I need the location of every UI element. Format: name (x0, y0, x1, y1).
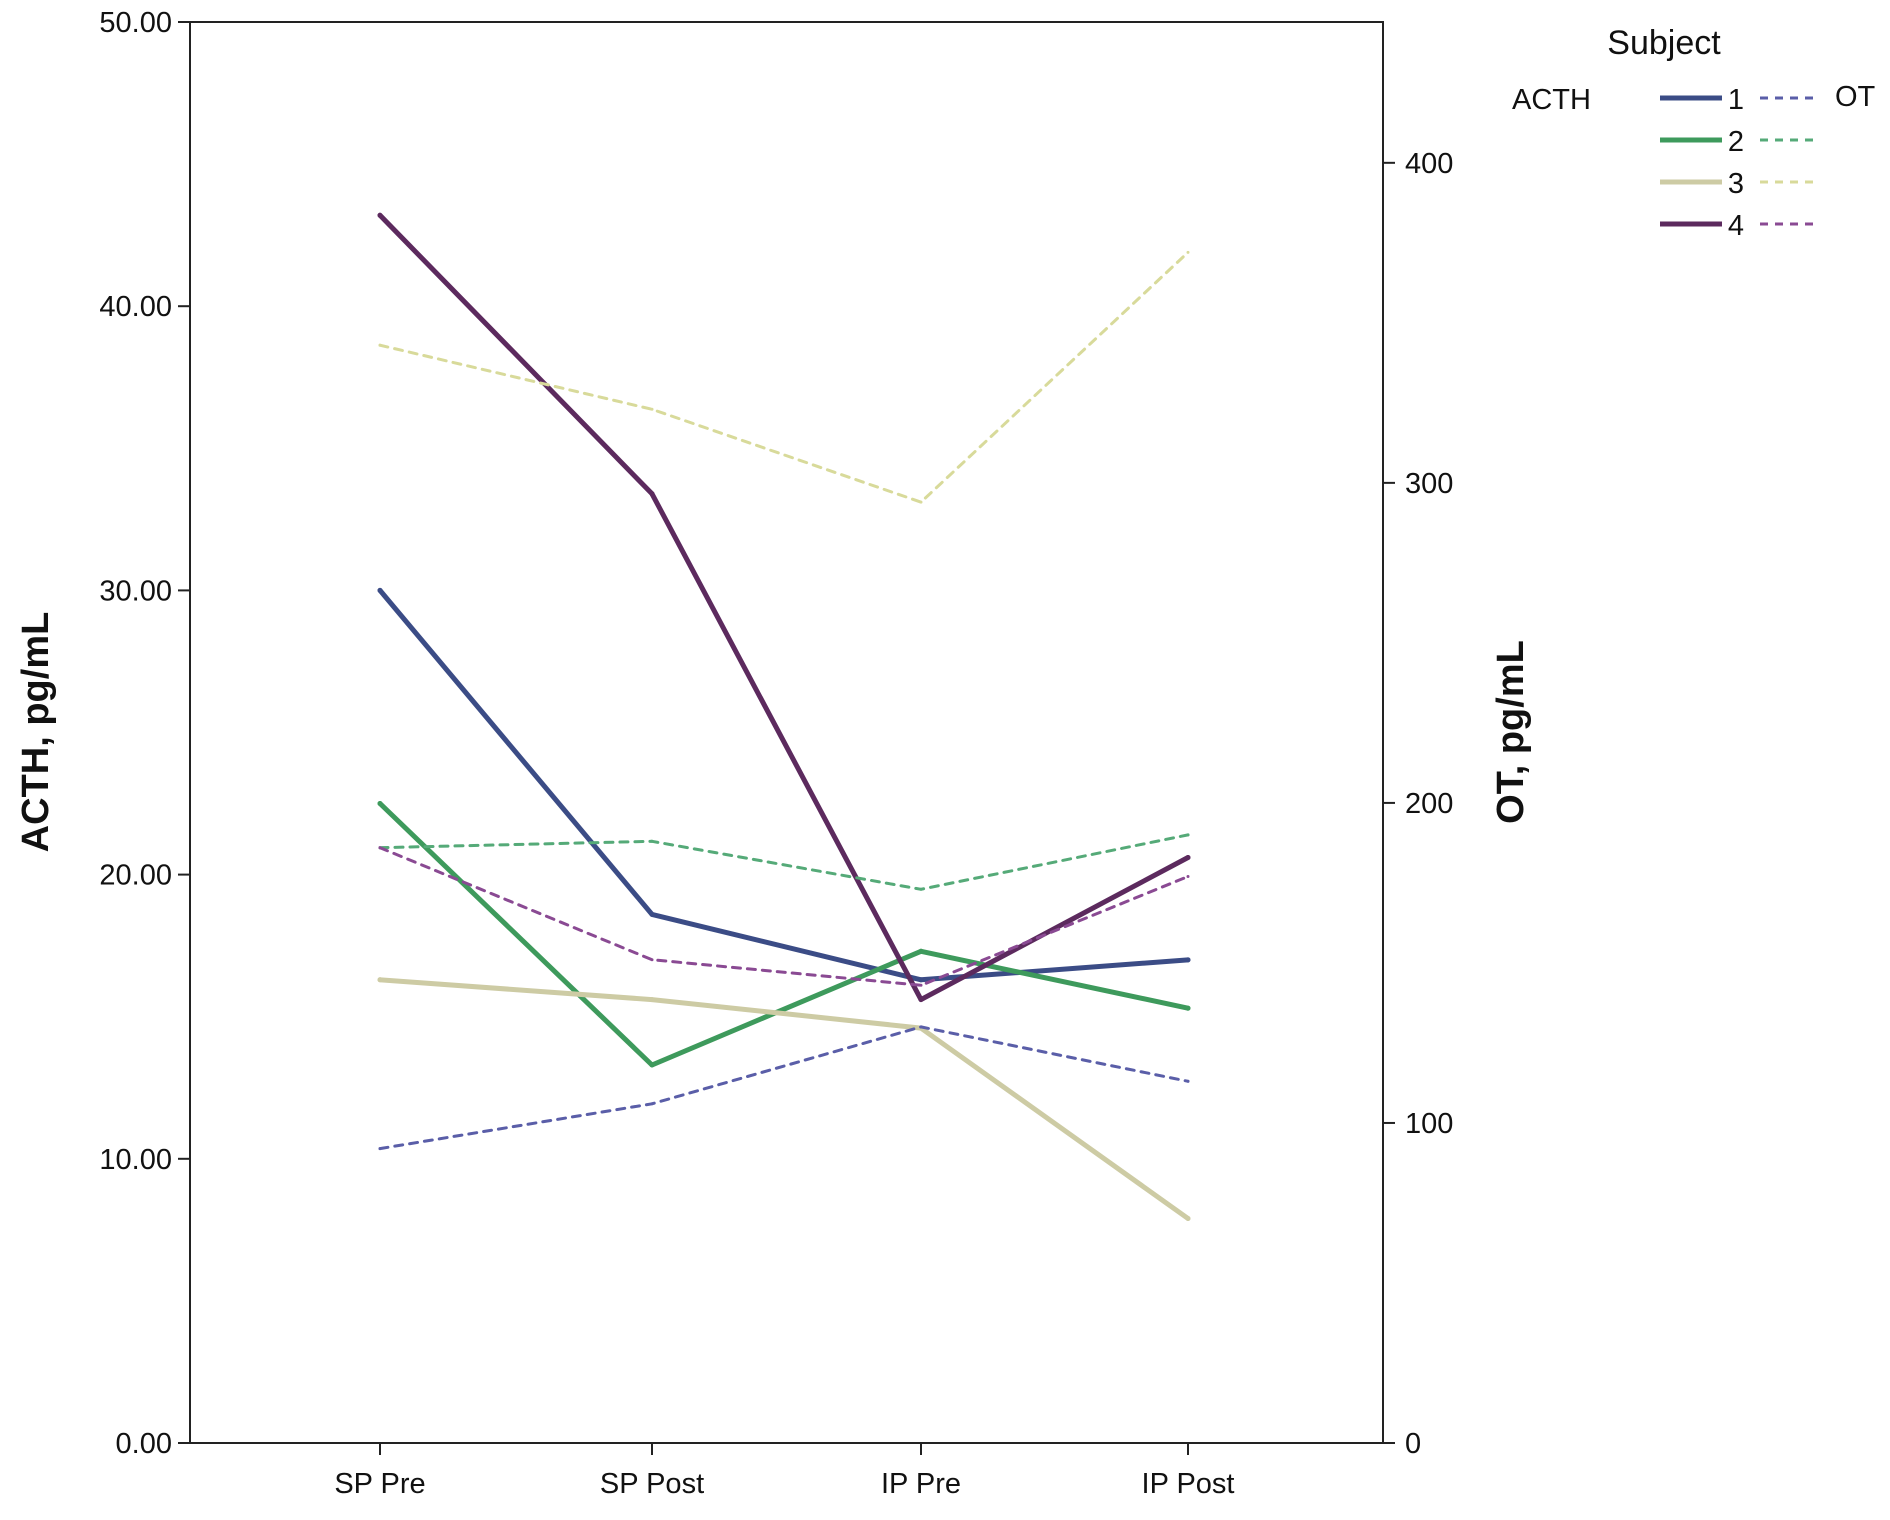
legend-entry-label: 2 (1728, 126, 1744, 158)
data-point-acth-subject-3 (1185, 1216, 1191, 1221)
y-right-tick-label: 0 (1405, 1428, 1421, 1460)
data-point-acth-subject-4 (377, 212, 383, 218)
data-point-acth-subject-1 (377, 587, 383, 593)
data-point-acth-subject-4 (649, 491, 655, 497)
y-left-tick-label: 50.00 (99, 7, 172, 39)
y-left-tick-label: 0.00 (116, 1428, 172, 1460)
legend-entry-label: 3 (1728, 168, 1744, 200)
data-point-acth-subject-2 (377, 801, 383, 806)
data-point-acth-subject-1 (1185, 957, 1191, 963)
legend-entry-label: 4 (1728, 210, 1744, 242)
data-point-ot-subject-3 (919, 500, 923, 504)
data-point-acth-subject-1 (918, 977, 924, 983)
y-left-tick-label: 20.00 (99, 860, 172, 892)
y-left-tick-label: 10.00 (99, 1144, 172, 1176)
data-point-ot-subject-3 (378, 343, 382, 347)
y-right-tick-label: 300 (1405, 468, 1453, 500)
data-point-acth-subject-1 (649, 911, 655, 917)
x-tick-label: IP Post (1142, 1468, 1235, 1500)
data-point-ot-subject-2 (1186, 833, 1190, 837)
series-line-ot-subject-1 (378, 1025, 1190, 1151)
data-point-ot-subject-1 (650, 1102, 654, 1106)
data-point-ot-subject-4 (1186, 875, 1190, 878)
x-tick-label: SP Pre (334, 1468, 425, 1500)
plot-area (189, 21, 1384, 1444)
x-tick-label: IP Pre (881, 1468, 961, 1500)
plot-frame-layer (189, 21, 1384, 1444)
series-line-acth-subject-3 (377, 977, 1191, 1221)
series-layer (377, 212, 1191, 1221)
legend-left-label: ACTH (1512, 84, 1591, 116)
series-line-acth-subject-1 (377, 587, 1191, 983)
y-right-tick-label: 400 (1405, 148, 1453, 180)
data-point-ot-subject-1 (1186, 1079, 1190, 1083)
y-right-axis-title: OT, pg/mL (1490, 640, 1532, 824)
data-point-ot-subject-3 (1186, 250, 1190, 254)
y-left-tick-label: 40.00 (99, 291, 172, 323)
data-point-acth-subject-2 (649, 1062, 655, 1068)
data-point-acth-subject-2 (918, 948, 924, 954)
legend: Subject ACTH OT 1 2 3 4 (1512, 24, 1876, 242)
data-point-acth-subject-4 (918, 997, 924, 1003)
data-point-ot-subject-1 (378, 1147, 382, 1151)
y-right-tick-label: 200 (1405, 788, 1453, 820)
y-left-axis-title: ACTH, pg/mL (15, 612, 57, 853)
data-point-ot-subject-2 (919, 887, 923, 891)
data-point-ot-subject-2 (650, 839, 654, 843)
y-left-tick-label: 30.00 (99, 575, 172, 607)
data-point-acth-subject-3 (377, 977, 383, 983)
legend-entry-label: 1 (1728, 84, 1744, 116)
data-point-ot-subject-4 (919, 983, 923, 987)
data-point-acth-subject-3 (649, 997, 655, 1003)
ticks-layer: 0.00 10.00 20.00 30.00 40.00 50.00 0 100 200 300 4… (15, 7, 1532, 1500)
legend-title: Subject (1607, 24, 1721, 62)
data-point-ot-subject-4 (378, 846, 382, 850)
legend-right-label: OT (1835, 81, 1876, 113)
series-line-acth-subject-4 (377, 212, 1191, 1003)
data-point-acth-subject-4 (1185, 855, 1191, 860)
series-line-ot-subject-3 (378, 250, 1190, 504)
series-line-ot-subject-4 (378, 846, 1190, 987)
x-tick-label: SP Post (600, 1468, 704, 1500)
series-line-acth-subject-2 (377, 801, 1191, 1068)
y-right-tick-label: 100 (1405, 1108, 1453, 1140)
data-point-ot-subject-1 (919, 1025, 923, 1029)
data-point-ot-subject-4 (650, 958, 654, 962)
series-line-ot-subject-2 (378, 833, 1190, 891)
data-point-acth-subject-2 (1185, 1005, 1191, 1011)
data-point-ot-subject-3 (650, 407, 654, 411)
